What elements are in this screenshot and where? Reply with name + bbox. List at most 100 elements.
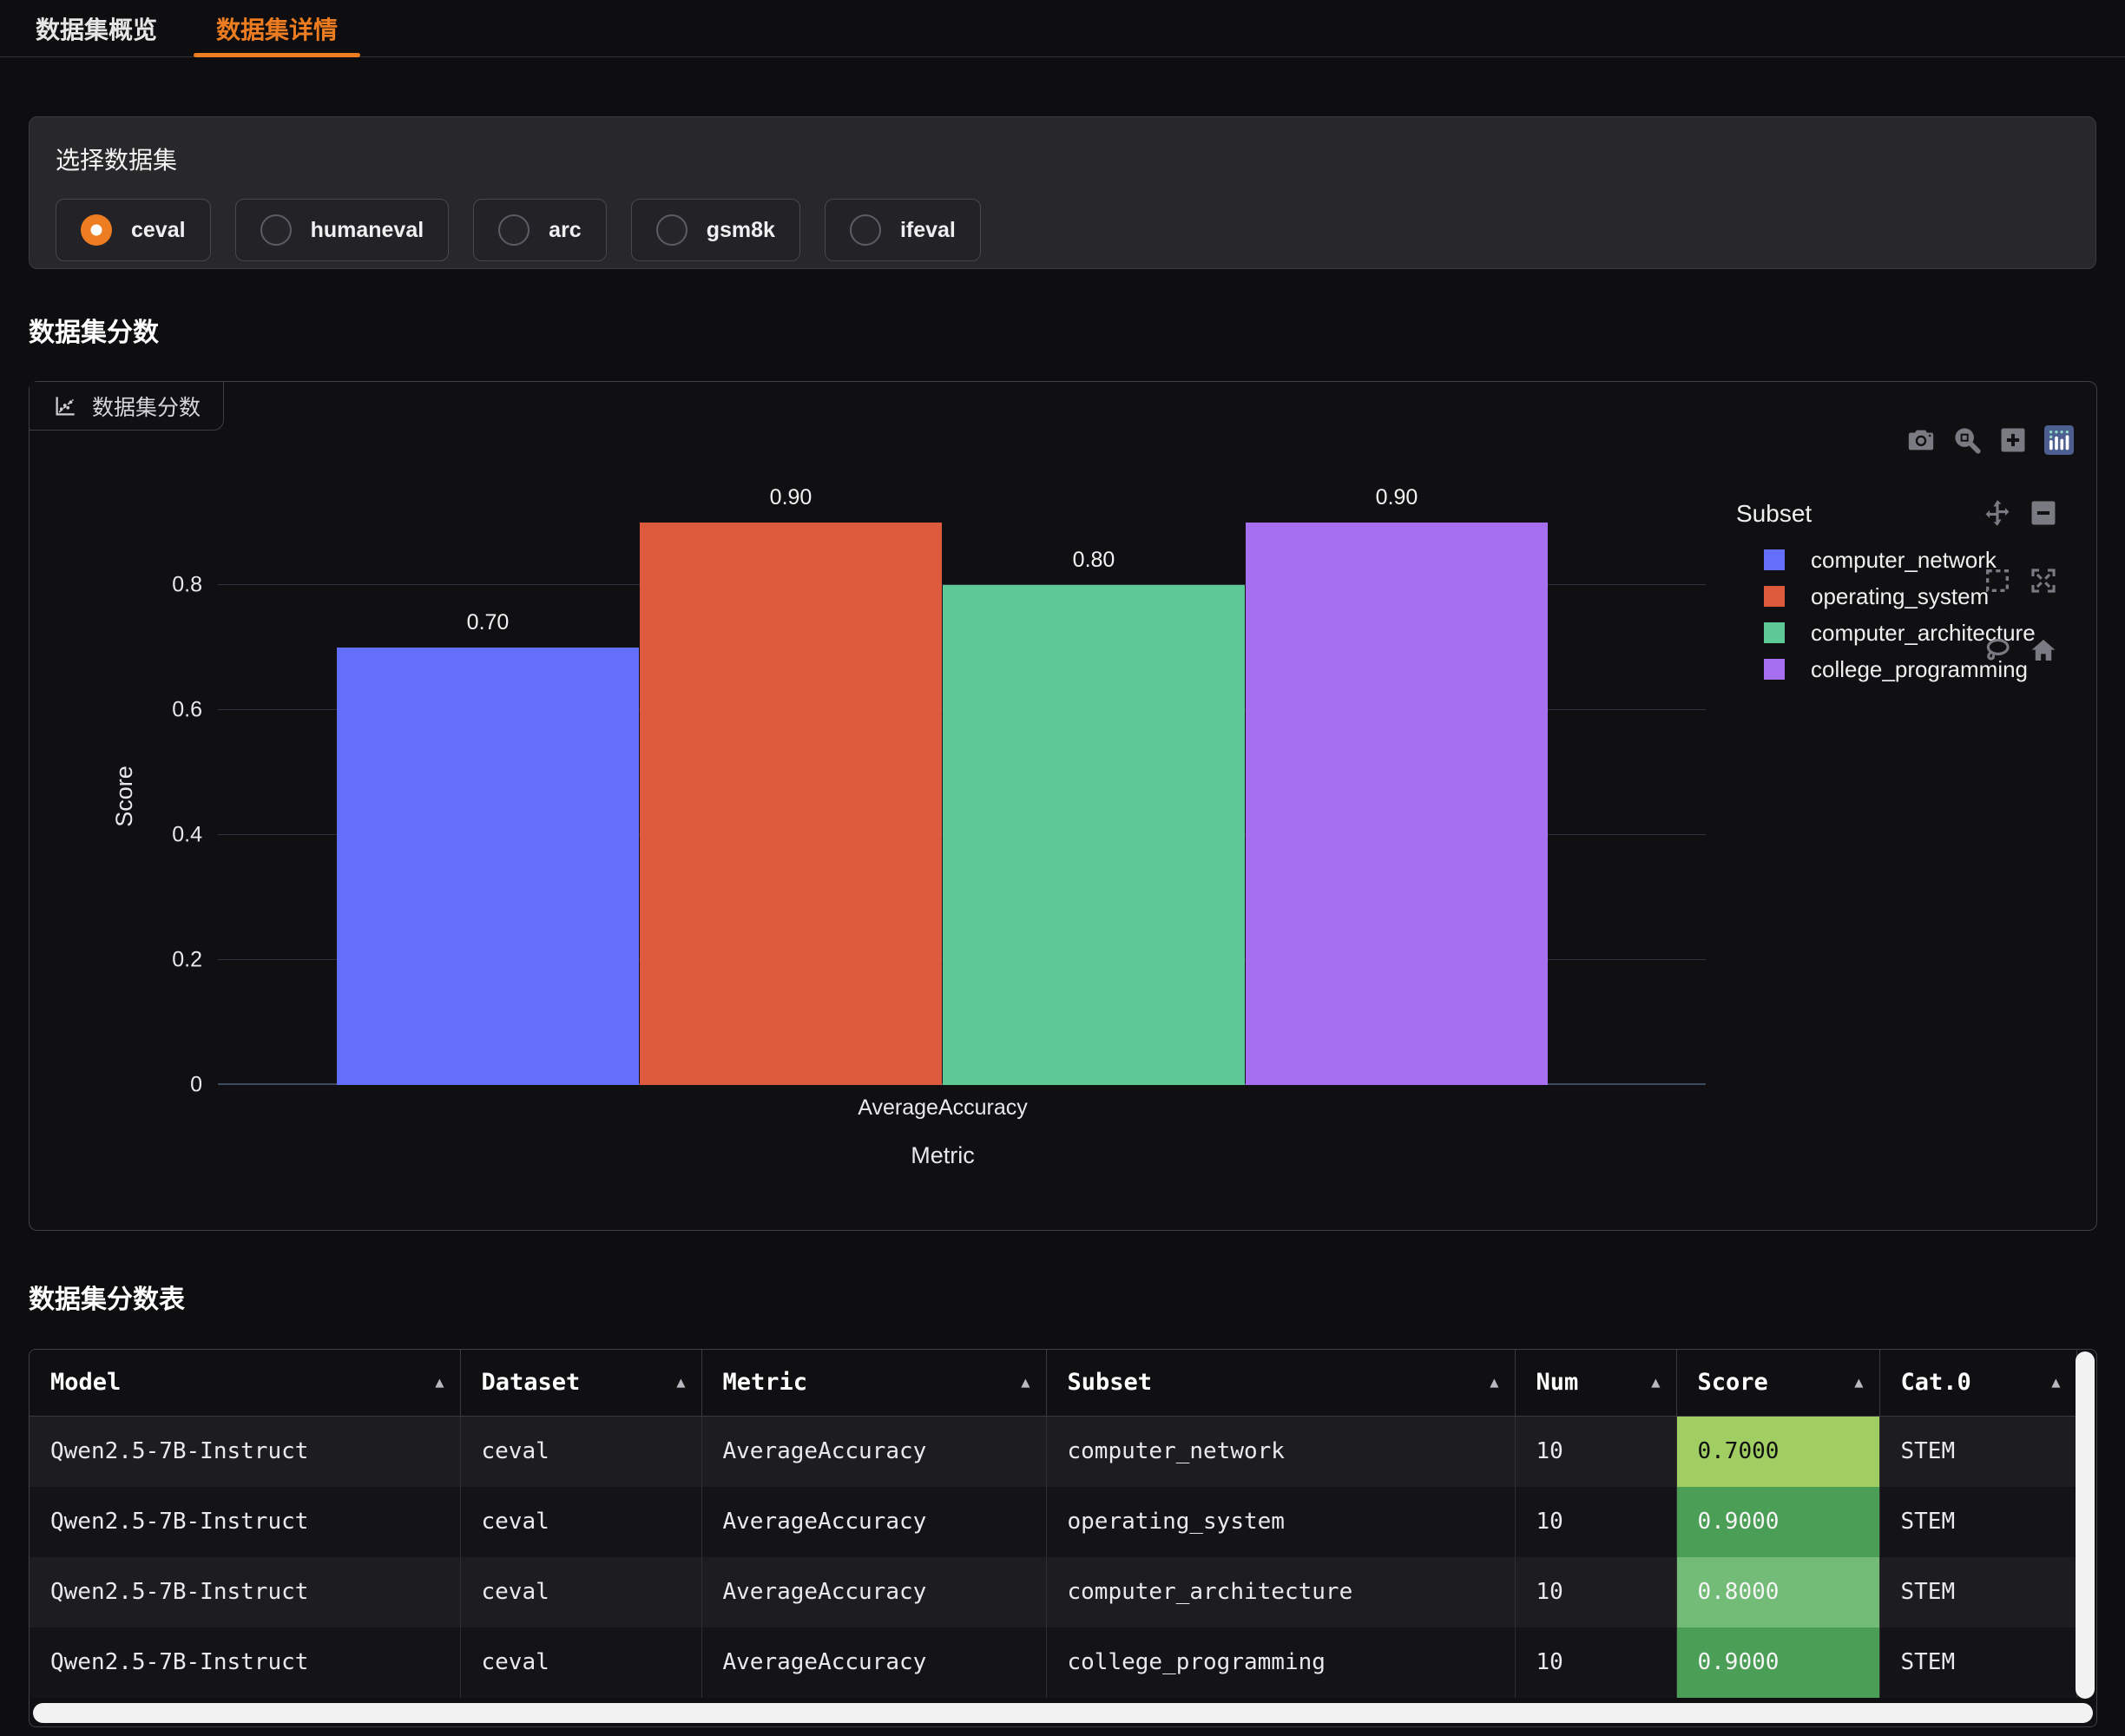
cell-value: 0.8000 <box>1677 1557 1879 1628</box>
vertical-scrollbar[interactable] <box>2076 1351 2095 1699</box>
sort-asc-icon[interactable]: ▲ <box>1021 1374 1030 1391</box>
radio-circle-icon <box>81 214 112 246</box>
table-cell-subset: computer_architecture <box>1046 1557 1515 1628</box>
legend-items: computer_networkoperating_systemcomputer… <box>1736 542 2109 687</box>
column-header-score[interactable]: Score ▲ <box>1676 1350 1879 1416</box>
cell-value: ceval <box>461 1579 701 1605</box>
radio-option-arc[interactable]: arc <box>473 199 607 261</box>
dataset-selector-label: 选择数据集 <box>56 141 2069 176</box>
plot-area: 00.20.40.60.80.700.900.800.90 <box>218 493 1706 1085</box>
column-header-model[interactable]: Model▲ <box>30 1350 460 1416</box>
radio-option-gsm8k[interactable]: gsm8k <box>631 199 800 261</box>
sort-asc-icon[interactable]: ▲ <box>1651 1374 1660 1391</box>
table-cell-score: 0.7000 <box>1676 1416 1879 1487</box>
radio-option-humaneval[interactable]: humaneval <box>235 199 450 261</box>
radio-circle-icon <box>656 214 688 246</box>
cell-value: STEM <box>1880 1579 2076 1605</box>
zoom-box-icon[interactable] <box>1952 425 1982 455</box>
table-cell-model: Qwen2.5-7B-Instruct <box>30 1416 460 1487</box>
box-select-icon[interactable] <box>1983 566 2012 595</box>
pan-icon[interactable] <box>1983 498 2012 528</box>
minus-square-icon[interactable] <box>2029 498 2058 528</box>
lasso-icon[interactable] <box>1983 635 2012 665</box>
table-cell-num: 10 <box>1515 1487 1676 1557</box>
table-cell-cat-0: STEM <box>1879 1487 2076 1557</box>
radio-circle-icon <box>850 214 881 246</box>
table-cell-model: Qwen2.5-7B-Instruct <box>30 1628 460 1698</box>
sort-asc-icon[interactable]: ▲ <box>1854 1374 1863 1391</box>
scores-table-container: Model▲Dataset▲Metric▲Subset▲Num▲Score▲Ca… <box>29 1349 2097 1727</box>
cell-value: STEM <box>1880 1649 2076 1675</box>
column-header-metric[interactable]: Metric ▲ <box>701 1350 1046 1416</box>
column-header-label: Score <box>1698 1369 1768 1396</box>
y-tick-label: 0.2 <box>172 948 202 973</box>
cell-value: 10 <box>1516 1579 1676 1605</box>
dataset-selector-panel: 选择数据集 ceval humaneval arc gsm8k ifeval <box>29 116 2096 269</box>
cell-value: STEM <box>1880 1509 2076 1535</box>
table-cell-metric: AverageAccuracy <box>701 1557 1046 1628</box>
cell-value: computer_network <box>1047 1438 1515 1464</box>
table-cell-dataset: ceval <box>460 1416 701 1487</box>
legend-item-label: operating_system <box>1811 583 1989 610</box>
legend-swatch <box>1764 659 1785 680</box>
y-tick-label: 0.6 <box>172 698 202 723</box>
sort-asc-icon[interactable]: ▲ <box>435 1374 444 1391</box>
cell-value: AverageAccuracy <box>702 1509 1046 1535</box>
column-header-label: Metric <box>723 1369 808 1396</box>
legend-item-label: computer_network <box>1811 547 1997 574</box>
dataset-radio-group: ceval humaneval arc gsm8k ifeval <box>56 199 2069 261</box>
sort-asc-icon[interactable]: ▲ <box>676 1374 685 1391</box>
radio-option-label: humaneval <box>311 218 424 243</box>
table-cell-metric: AverageAccuracy <box>701 1487 1046 1557</box>
plus-square-icon[interactable] <box>1998 425 2028 455</box>
horizontal-scrollbar[interactable] <box>33 1703 2093 1723</box>
column-header-subset[interactable]: Subset▲ <box>1046 1350 1515 1416</box>
tab-dataset-details[interactable]: 数据集详情 <box>194 0 360 56</box>
y-axis-title: Score <box>111 766 138 827</box>
radio-option-label: arc <box>549 218 582 243</box>
plot-tab-label: 数据集分数 <box>92 391 201 422</box>
legend-swatch <box>1764 549 1785 570</box>
column-header-dataset[interactable]: Dataset ▲ <box>460 1350 701 1416</box>
table-cell-num: 10 <box>1515 1557 1676 1628</box>
cell-value: 0.9000 <box>1677 1487 1879 1557</box>
radio-option-ifeval[interactable]: ifeval <box>825 199 981 261</box>
cell-value: AverageAccuracy <box>702 1579 1046 1605</box>
cell-value: AverageAccuracy <box>702 1649 1046 1675</box>
cell-value: ceval <box>461 1438 701 1464</box>
table-cell-subset: computer_network <box>1046 1416 1515 1487</box>
dashboard-page: 数据集概览 数据集详情 选择数据集 ceval humaneval arc gsm8k… <box>0 0 2125 1736</box>
table-row: Qwen2.5-7B-InstructcevalAverageAccuracyc… <box>30 1557 2076 1628</box>
column-header-cat-0[interactable]: Cat.0▲ <box>1879 1350 2076 1416</box>
cell-value: Qwen2.5-7B-Instruct <box>30 1649 460 1675</box>
sort-asc-icon[interactable]: ▲ <box>2051 1374 2060 1391</box>
bar-value-label: 0.90 <box>1376 485 1418 510</box>
scores-table: Model▲Dataset▲Metric▲Subset▲Num▲Score▲Ca… <box>30 1350 2077 1698</box>
bar-value-label: 0.80 <box>1073 548 1115 573</box>
cell-value: 10 <box>1516 1509 1676 1535</box>
bar-value-label: 0.90 <box>770 485 812 510</box>
plot-tab[interactable]: 数据集分数 <box>30 382 224 431</box>
table-cell-num: 10 <box>1515 1416 1676 1487</box>
cell-value: 0.7000 <box>1677 1417 1879 1487</box>
autoscale-icon[interactable] <box>2029 566 2058 595</box>
bar-college_programming <box>1246 523 1548 1085</box>
table-cell-dataset: ceval <box>460 1628 701 1698</box>
cell-value: Qwen2.5-7B-Instruct <box>30 1509 460 1535</box>
radio-option-label: gsm8k <box>707 218 775 243</box>
camera-icon[interactable] <box>1906 425 1936 455</box>
table-cell-score: 0.9000 <box>1676 1487 1879 1557</box>
x-tick-label: AverageAccuracy <box>858 1095 1027 1121</box>
plotly-logo-icon[interactable] <box>2044 425 2074 455</box>
bar-value-label: 0.70 <box>467 610 510 635</box>
column-header-label: Dataset <box>482 1369 581 1396</box>
sort-asc-icon[interactable]: ▲ <box>1490 1374 1498 1391</box>
table-cell-score: 0.9000 <box>1676 1628 1879 1698</box>
column-header-num[interactable]: Num▲ <box>1515 1350 1676 1416</box>
home-icon[interactable] <box>2029 635 2058 665</box>
bar-computer_network <box>337 648 639 1085</box>
cell-value: college_programming <box>1047 1649 1515 1675</box>
radio-option-ceval[interactable]: ceval <box>56 199 211 261</box>
y-tick-label: 0.8 <box>172 573 202 598</box>
tab-dataset-overview[interactable]: 数据集概览 <box>13 0 180 56</box>
